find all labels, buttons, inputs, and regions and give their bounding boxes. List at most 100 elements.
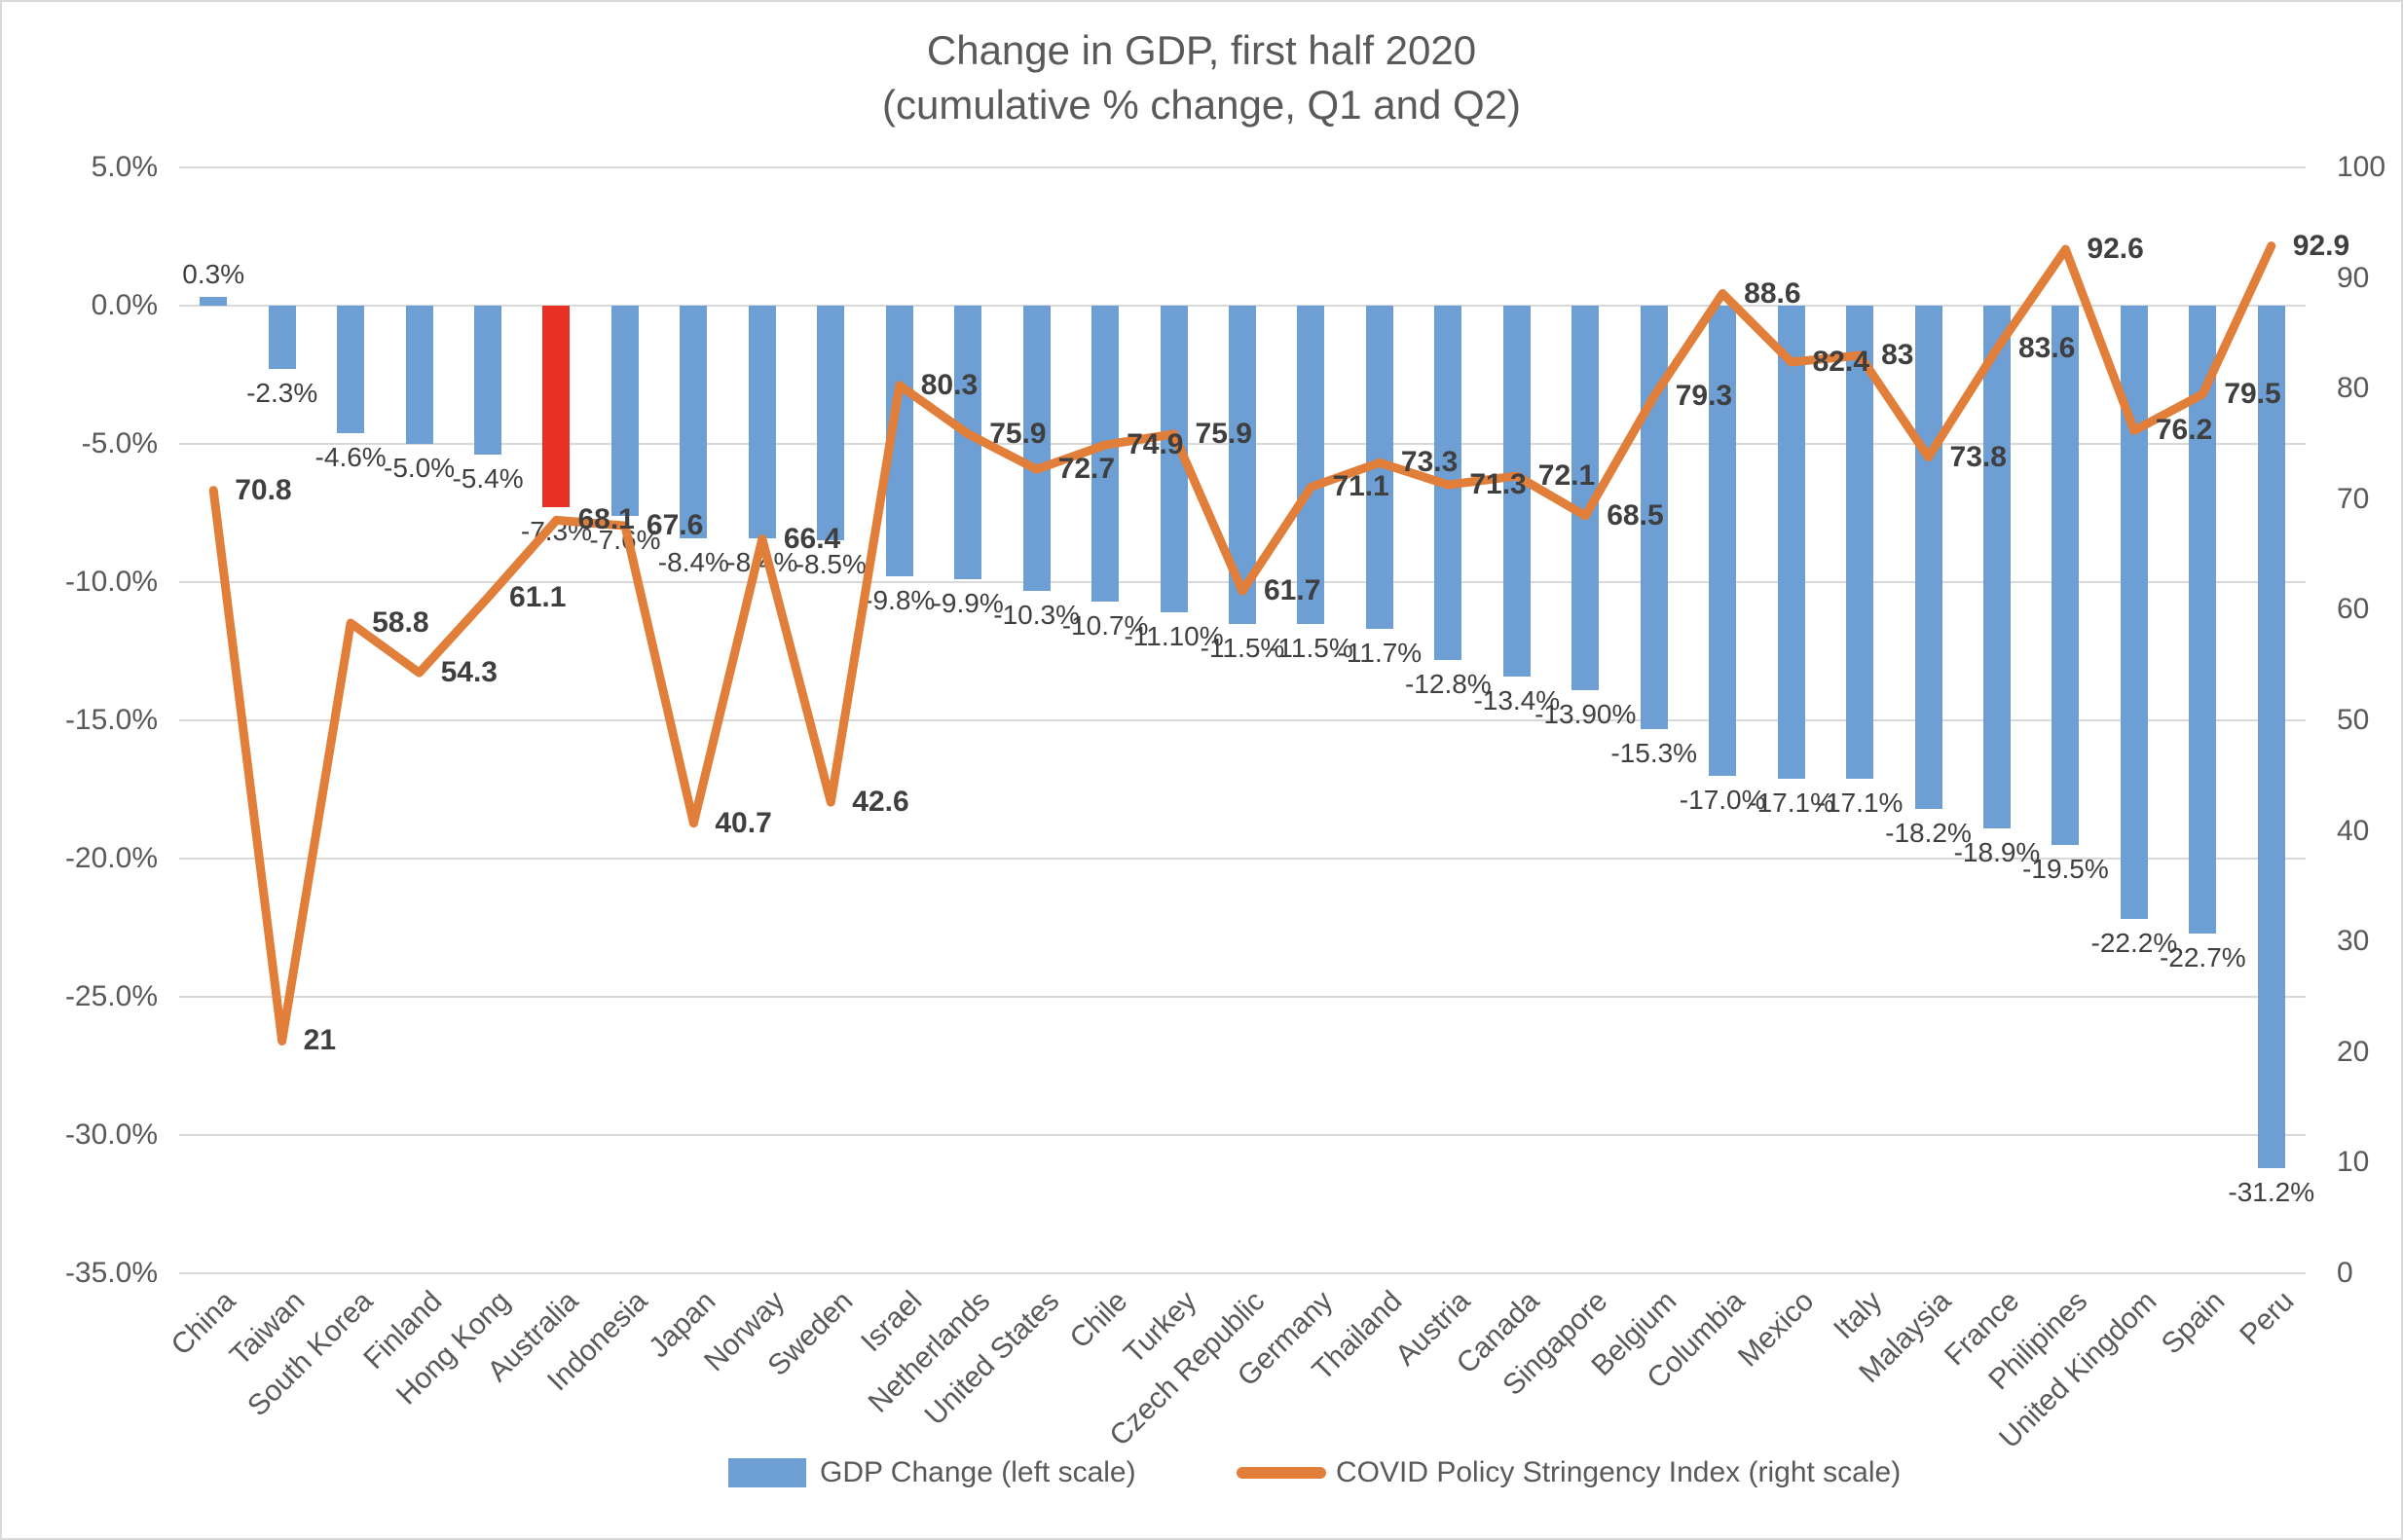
line-data-label: 88.6 [1744, 276, 1801, 310]
gdp-bar-mexico [1777, 306, 1805, 779]
line-data-label: 82.4 [1812, 345, 1869, 378]
bar-data-label: -13.4% [1473, 684, 1561, 715]
bar-data-label: -22.2% [2090, 928, 2178, 959]
gdp-bar-italy [1846, 306, 1874, 779]
gridline [179, 1134, 2306, 1136]
bar-data-label: -13.90% [1534, 698, 1637, 729]
stringency-line-legend-swatch [1237, 1467, 1326, 1479]
bar-data-label: -8.5% [795, 549, 867, 580]
gdp-bar-united-states [1022, 306, 1051, 591]
chart-title: Change in GDP, first half 2020 (cumulati… [2, 23, 2401, 132]
line-data-label: 72.7 [1057, 453, 1116, 486]
line-data-label: 40.7 [715, 806, 772, 839]
line-data-label: 21 [303, 1024, 337, 1057]
line-data-label: 54.3 [440, 656, 498, 689]
stringency-line [208, 241, 2276, 1045]
right-axis-tick-label: 30 [2337, 925, 2370, 958]
bar-data-label: -5.4% [452, 463, 524, 495]
left-axis-tick-label: -5.0% [81, 427, 158, 459]
bar-data-label: -15.3% [1610, 737, 1698, 768]
right-axis-tick-label: 40 [2337, 814, 2370, 847]
line-data-label: 73.3 [1400, 446, 1459, 479]
right-axis-tick-label: 20 [2337, 1035, 2370, 1068]
line-data-label: 92.6 [2087, 233, 2144, 266]
gdp-legend-label: GDP Change (left scale) [820, 1456, 1136, 1488]
bar-data-label: -12.8% [1404, 668, 1492, 699]
gdp-bar-canada [1502, 306, 1531, 677]
line-data-label: 42.6 [852, 786, 909, 819]
gdp-bar-china [200, 297, 228, 306]
gdp-bar-spain [2189, 306, 2217, 934]
line-data-label: 74.9 [1127, 428, 1184, 461]
left-axis-tick-label: -35.0% [64, 1257, 158, 1289]
bar-data-label: -17.0% [1679, 784, 1766, 815]
left-axis-tick-label: -20.0% [64, 842, 158, 874]
line-data-label: 68.5 [1607, 498, 1664, 532]
bar-data-label: -17.1% [1816, 787, 1904, 818]
right-axis-tick-label: 50 [2337, 704, 2370, 736]
line-data-label: 83 [1881, 339, 1914, 372]
line-data-label: 71.3 [1469, 468, 1527, 501]
bar-data-label: -18.9% [1953, 836, 2041, 867]
line-data-label: 75.9 [1195, 417, 1252, 450]
x-axis-category-wrap: Peru [2024, 1285, 2300, 1351]
gdp-bar-philipines [2052, 306, 2080, 845]
line-data-label: 79.5 [2224, 377, 2281, 410]
bar-data-label: -31.2% [2228, 1177, 2315, 1208]
gdp-bar-germany [1297, 306, 1325, 624]
bar-data-label: -11.7% [1337, 638, 1423, 669]
line-data-label: 70.8 [235, 473, 292, 506]
stringency-legend-label: COVID Policy Stringency Index (right sca… [1336, 1456, 1902, 1488]
bar-data-label: -11.10% [1124, 621, 1224, 652]
left-axis-tick-label: -25.0% [64, 980, 158, 1012]
right-axis-tick-label: 90 [2337, 261, 2370, 294]
line-data-label: 67.6 [646, 509, 704, 542]
bar-data-label: -9.9% [932, 588, 1004, 619]
bar-data-label: -10.3% [993, 599, 1080, 630]
right-axis-tick-label: 60 [2337, 593, 2370, 626]
left-axis-tick-label: 5.0% [91, 151, 158, 183]
bar-data-label: -5.0% [384, 453, 456, 483]
gdp-bar-finland [405, 306, 433, 444]
line-data-label: 61.1 [509, 580, 567, 613]
line-data-label: 76.2 [2155, 414, 2213, 447]
line-data-label: 80.3 [920, 368, 979, 401]
line-data-label: 66.4 [783, 522, 841, 555]
gdp-bar-france [1982, 306, 2011, 828]
line-data-label: 75.9 [989, 417, 1047, 450]
gdp-bar-indonesia [610, 306, 639, 516]
right-axis-tick-label: 10 [2337, 1146, 2370, 1179]
legend-item-gdp-change: GDP Change (left scale) [728, 1454, 1136, 1491]
bar-data-label: 0.3% [182, 259, 245, 290]
bar-data-label: -4.6% [314, 441, 387, 472]
gdp-bar-malaysia [1914, 306, 1942, 809]
line-data-label: 71.1 [1332, 470, 1389, 503]
gdp-bar-columbia [1709, 306, 1737, 776]
bar-data-label: -19.5% [2022, 853, 2109, 884]
bar-data-label: -11.5% [1269, 632, 1353, 663]
bar-data-label: -18.2% [1885, 817, 1972, 848]
line-data-label: 92.9 [2292, 229, 2350, 262]
bar-data-label: -8.4% [657, 546, 729, 577]
legend-item-stringency-index: COVID Policy Stringency Index (right sca… [1237, 1454, 1901, 1491]
line-data-label: 83.6 [2017, 332, 2076, 365]
gdp-bar-norway [748, 306, 776, 538]
bar-data-label: -11.5% [1200, 632, 1285, 663]
left-axis-tick-label: 0.0% [91, 289, 158, 321]
gridline [179, 858, 2306, 860]
line-data-label: 58.8 [372, 606, 429, 640]
left-axis-tick-label: -30.0% [64, 1118, 158, 1151]
bar-data-label: -9.8% [864, 585, 936, 616]
gridline [179, 719, 2306, 721]
left-axis-tick-label: -10.0% [64, 566, 158, 598]
gridline [179, 166, 2306, 168]
bar-data-label: -22.7% [2159, 941, 2246, 972]
chart-title-line1: Change in GDP, first half 2020 [926, 27, 1477, 73]
right-axis-tick-label: 0 [2337, 1257, 2353, 1289]
legend: GDP Change (left scale) COVID Policy Str… [2, 1454, 2401, 1513]
line-data-label: 68.1 [577, 503, 635, 536]
gdp-bar-sweden [817, 306, 845, 541]
